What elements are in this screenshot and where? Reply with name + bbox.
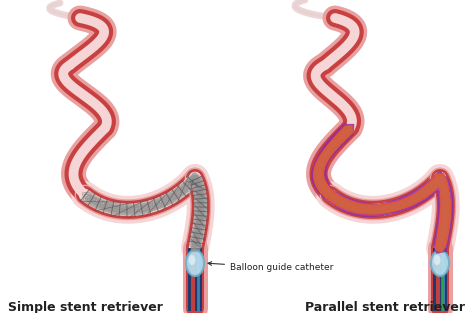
Ellipse shape	[434, 255, 440, 265]
Text: Balloon guide catheter: Balloon guide catheter	[208, 262, 333, 273]
Ellipse shape	[431, 250, 449, 276]
Text: Parallel stent retriever: Parallel stent retriever	[305, 301, 465, 313]
Ellipse shape	[189, 255, 195, 265]
Ellipse shape	[186, 250, 204, 276]
Text: Simple stent retriever: Simple stent retriever	[8, 301, 163, 313]
